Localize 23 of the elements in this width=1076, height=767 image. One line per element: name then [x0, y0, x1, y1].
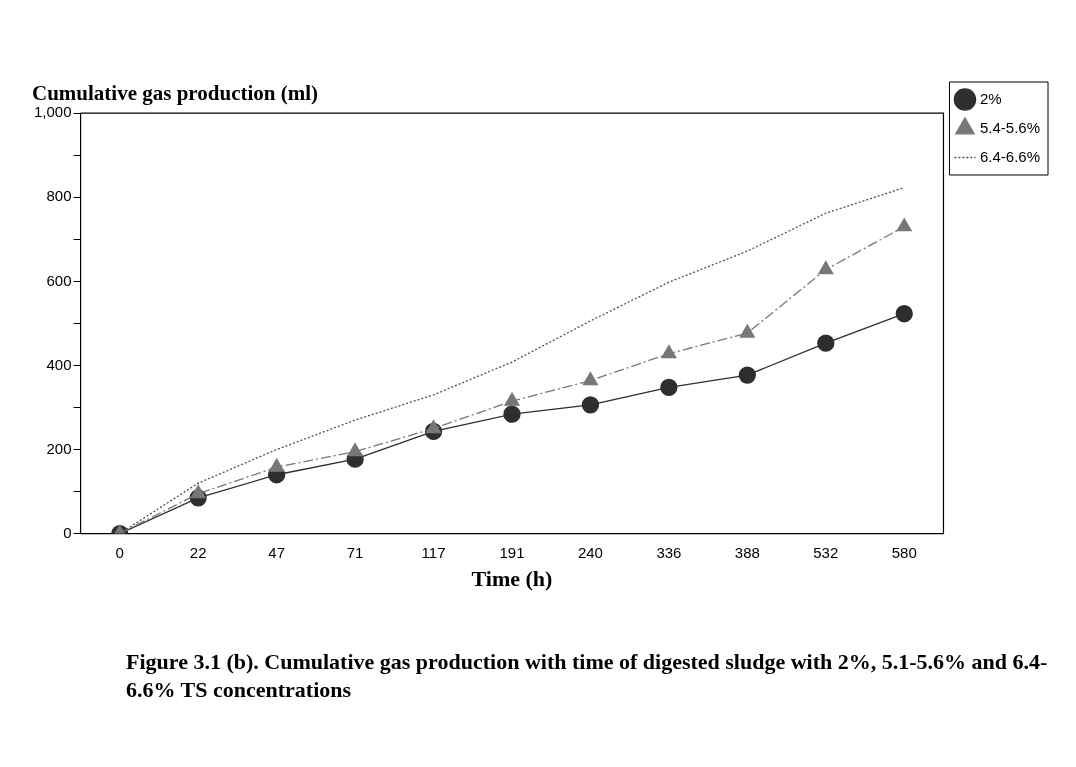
x-tick-label: 191 [499, 543, 525, 561]
x-tick-label: 388 [734, 543, 760, 561]
legend-label: 2% [979, 89, 1002, 107]
y-tick-label: 600 [46, 271, 72, 289]
x-tick-label: 336 [656, 543, 682, 561]
x-tick-label: 117 [421, 543, 446, 561]
x-tick-label: 0 [115, 543, 124, 561]
y-tick-label: 0 [63, 523, 72, 541]
y-tick-label: 200 [46, 439, 72, 457]
y-tick-label: 400 [46, 355, 72, 373]
x-tick-label: 580 [891, 543, 917, 561]
x-tick-label: 47 [268, 543, 285, 561]
y-tick-label: 800 [46, 187, 72, 205]
x-tick-label: 240 [577, 543, 603, 561]
x-tick-label: 22 [189, 543, 207, 561]
x-tick-label: 71 [346, 543, 364, 561]
legend-label: 5.4-5.6% [979, 118, 1041, 136]
legend-label: 6.4-6.6% [979, 147, 1041, 165]
x-axis-title: Time (h) [471, 566, 553, 592]
y-tick-label: 1,000 [33, 103, 72, 121]
chart-title: Cumulative gas production (ml) [32, 81, 319, 106]
x-tick-label: 532 [813, 543, 839, 561]
caption: Figure 3.1 (b). Cumulative gas production with time of digested sludge with 2%, 5.1-5.6% and 6.4-6.6% TS concentrations [126, 648, 1049, 704]
